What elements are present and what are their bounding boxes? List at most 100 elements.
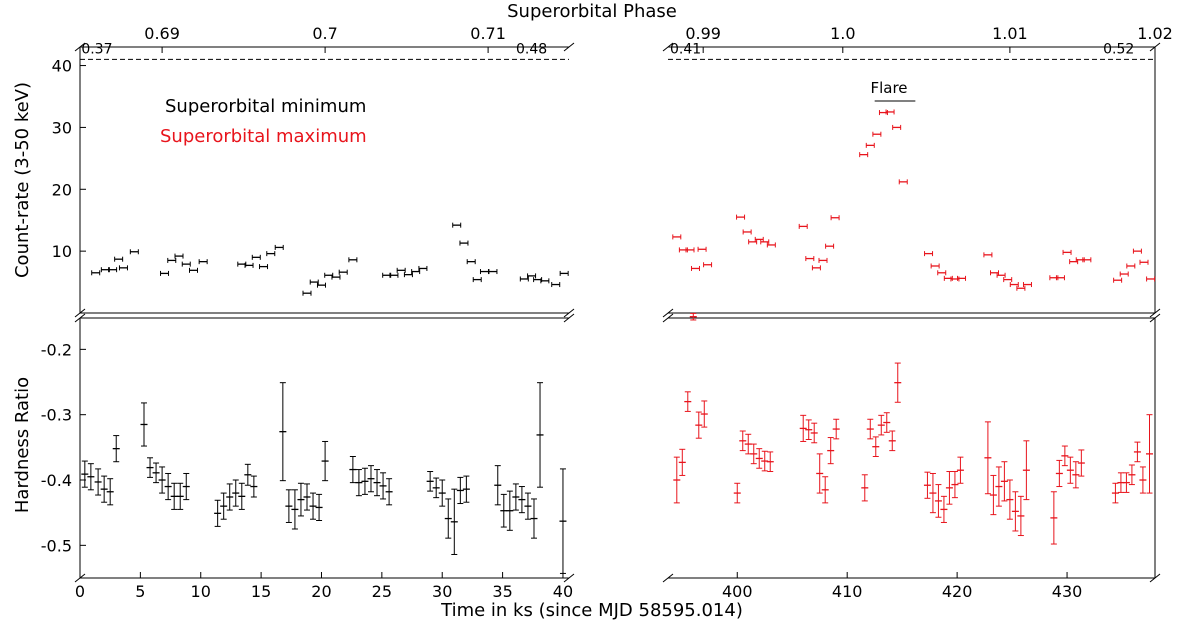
hardness-point [951, 471, 959, 499]
xtick-label-10: 10 [191, 582, 211, 601]
hardness-point [87, 463, 95, 491]
count-point [551, 282, 561, 288]
hardness-point [303, 483, 311, 511]
count-point [766, 242, 776, 248]
legend-max: Superorbital maximum [160, 126, 367, 147]
hardness-point [100, 475, 108, 503]
level-label-0.48: 0.48 [516, 41, 547, 57]
count-point [736, 214, 746, 220]
xtick-label-0: 0 [75, 582, 85, 601]
count-point [1022, 282, 1032, 288]
hardness-point [888, 430, 896, 452]
count-point [188, 267, 198, 273]
count-point [742, 229, 752, 235]
count-point [411, 269, 421, 275]
count-point [898, 179, 908, 185]
hardness-point [1011, 491, 1019, 532]
count-point [389, 272, 399, 278]
xtick-label-25: 25 [372, 582, 392, 601]
hardness-point [244, 463, 252, 486]
count-point [160, 270, 170, 276]
count-point [957, 275, 967, 281]
hardness-point [934, 484, 942, 518]
count-point [174, 253, 184, 259]
count-point [244, 262, 254, 268]
count-point [865, 142, 875, 148]
hardness-point [456, 476, 464, 505]
hardness-point [506, 490, 514, 531]
count-point [1139, 259, 1149, 265]
hardness-point [450, 488, 458, 555]
count-point [91, 270, 101, 276]
ytick-label-10: 10 [52, 242, 72, 261]
hardness-point [146, 457, 154, 478]
ytick-label-20: 20 [52, 180, 72, 199]
hardness-point [940, 495, 948, 523]
level-label-0.37: 0.37 [81, 41, 112, 57]
count-point [703, 262, 713, 268]
count-point [672, 234, 682, 240]
hardness-point [232, 479, 240, 507]
count-point [396, 267, 406, 273]
count-point [418, 265, 428, 271]
count-point [540, 278, 550, 284]
count-point [266, 251, 276, 257]
hardness-point [106, 478, 114, 506]
hardness-point [444, 498, 452, 539]
count-point [527, 273, 537, 279]
count-point [114, 256, 124, 262]
count-point [108, 267, 118, 273]
count-point [331, 274, 341, 280]
hardness-point [989, 474, 997, 516]
count-point [1003, 277, 1013, 283]
xtick-label-40: 40 [553, 582, 573, 601]
count-point [805, 256, 815, 262]
hardness-point [152, 462, 160, 484]
hardness-point [500, 493, 508, 528]
axis-break-mark [563, 308, 575, 318]
count-point [488, 269, 498, 275]
hardness-point [945, 471, 953, 505]
hardness-point [1055, 459, 1063, 488]
count-point [466, 259, 476, 265]
hardness-point [1117, 472, 1125, 493]
legend-min: Superorbital minimum [165, 96, 366, 117]
count-point [559, 270, 569, 276]
axis-break-mark [662, 313, 674, 323]
ytick-label-40: 40 [52, 57, 72, 76]
axis-break-mark [1149, 573, 1161, 583]
axis-break-mark [662, 573, 674, 583]
hardness-point [250, 475, 258, 498]
axis-break-mark [662, 42, 674, 52]
hardness-point [1128, 464, 1136, 486]
hardness-point [755, 448, 763, 469]
xtick-label-430: 430 [1052, 582, 1083, 601]
hardness-point [1006, 479, 1014, 520]
ytick-label-30: 30 [52, 118, 72, 137]
xtick-label-20: 20 [311, 582, 331, 601]
hardness-point [315, 493, 323, 522]
top-title: Superorbital Phase [507, 1, 677, 22]
hardness-point [766, 451, 774, 473]
hardness-point [297, 482, 305, 517]
hardness-point [1133, 441, 1141, 463]
phase-label-1.02: 1.02 [1137, 24, 1173, 43]
hardness-point [1066, 456, 1074, 484]
hardness-point [761, 450, 769, 472]
hardness-point [112, 435, 120, 463]
hardness-point [700, 400, 708, 428]
hardness-point [1139, 466, 1147, 494]
hardness-point [929, 472, 937, 514]
count-point [1113, 277, 1123, 283]
hardness-point [309, 492, 317, 520]
count-point [996, 272, 1006, 278]
hardness-point [220, 492, 228, 520]
ytick-label--0.3: -0.3 [41, 406, 72, 425]
axis-break-mark [563, 313, 575, 323]
count-point [798, 223, 808, 229]
hardness-point [1072, 461, 1080, 489]
ytick-label--0.2: -0.2 [41, 340, 72, 359]
hardness-point [877, 414, 885, 436]
axis-break-mark [563, 42, 575, 52]
hardness-point [984, 421, 992, 495]
